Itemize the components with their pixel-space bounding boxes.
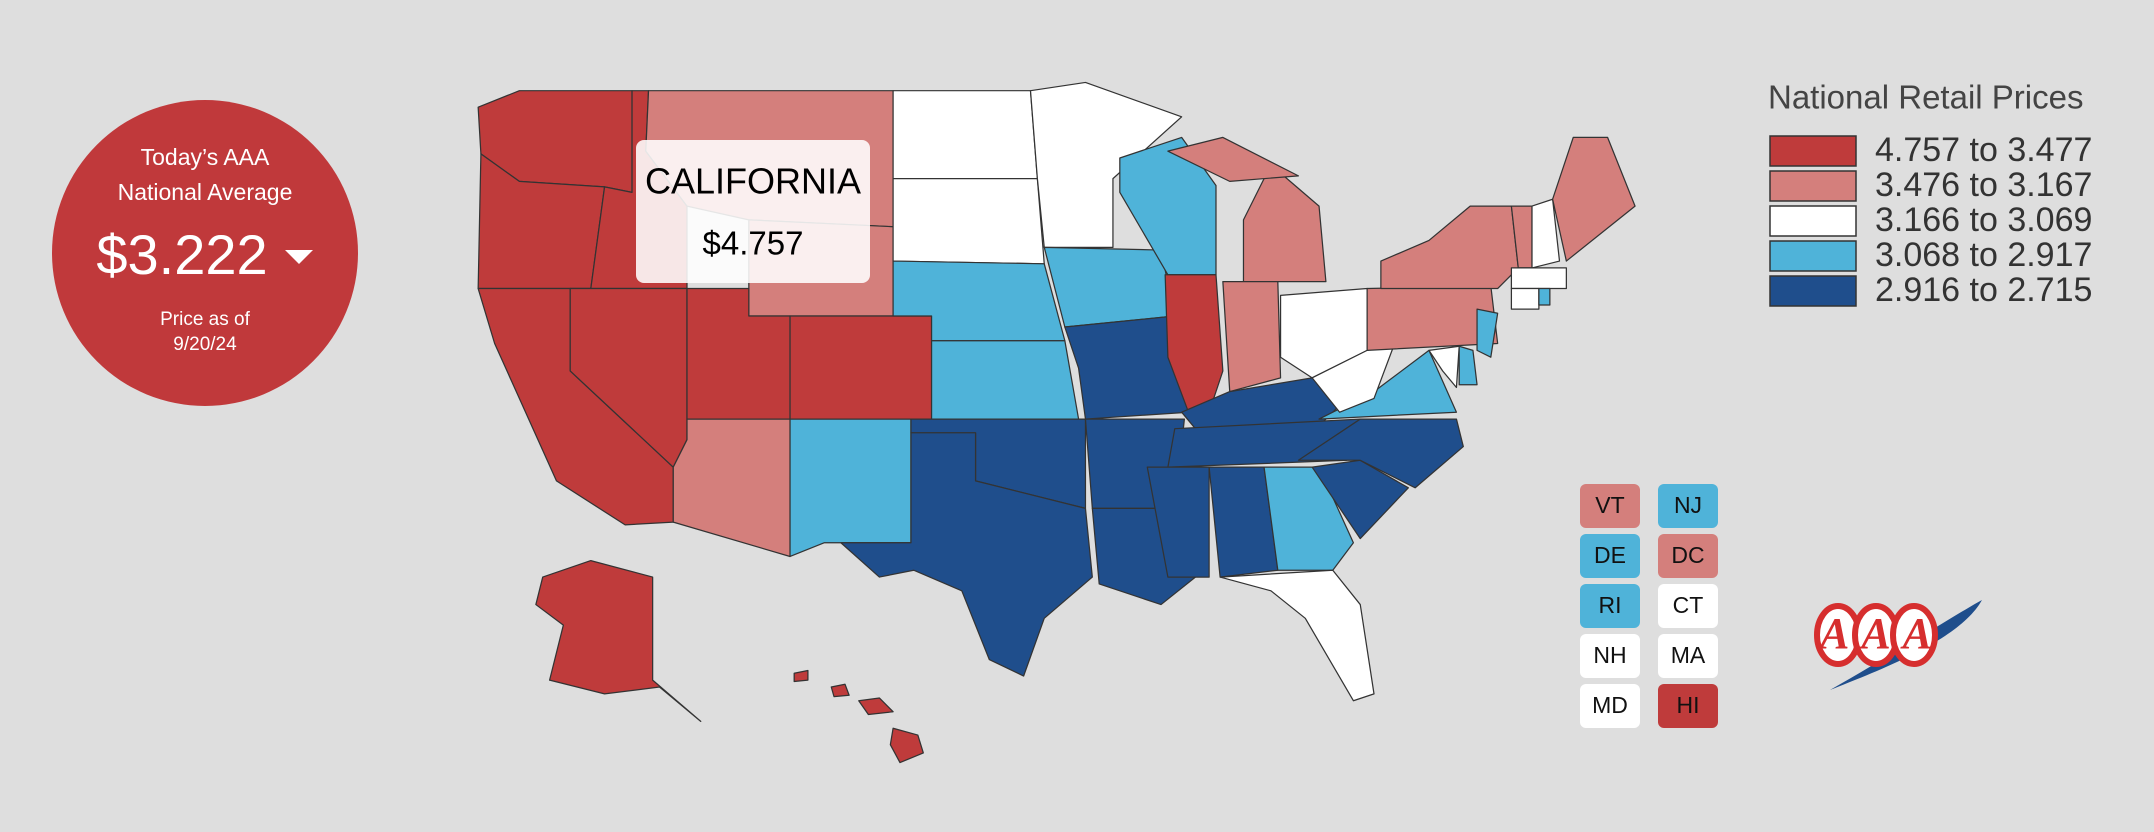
state[interactable]: [889, 727, 924, 764]
legend-title: National Retail Prices: [1768, 79, 2083, 116]
small-state-label: MA: [1671, 642, 1706, 668]
small-state-button[interactable]: [1580, 584, 1640, 628]
tooltip-price: $4.757: [703, 225, 804, 262]
state[interactable]: [1510, 267, 1567, 290]
state[interactable]: [1263, 466, 1355, 571]
state[interactable]: [1146, 466, 1210, 578]
small-state-button[interactable]: [1658, 534, 1718, 578]
state[interactable]: [1531, 198, 1561, 269]
small-state-button[interactable]: [1580, 634, 1640, 678]
small-state-label: DC: [1671, 542, 1704, 568]
average-badge: [52, 100, 358, 406]
small-state-button[interactable]: [1580, 534, 1640, 578]
state[interactable]: [1538, 287, 1551, 306]
state[interactable]: [840, 432, 1093, 677]
small-state-label: NH: [1593, 642, 1626, 668]
badge-subheading: National Average: [118, 179, 293, 205]
state[interactable]: [1510, 287, 1540, 310]
price-trend-arrow: [285, 250, 313, 264]
state[interactable]: [789, 418, 912, 558]
state[interactable]: [535, 559, 702, 722]
state[interactable]: [1167, 136, 1300, 182]
state[interactable]: [1029, 81, 1183, 248]
state[interactable]: [1476, 308, 1499, 358]
small-state-button[interactable]: [1580, 684, 1640, 728]
state[interactable]: [793, 669, 809, 683]
small-state-button[interactable]: [1658, 584, 1718, 628]
small-state-label: VT: [1595, 492, 1624, 518]
small-states: VT NJ DE DC RI CT NH MA MD HI: [1580, 484, 1718, 728]
small-state-button[interactable]: [1658, 684, 1718, 728]
legend-label: 2.916 to 2.715: [1875, 271, 2092, 309]
state[interactable]: [858, 697, 894, 716]
small-state-label: HI: [1677, 692, 1700, 718]
state[interactable]: [930, 340, 1080, 420]
small-state-button[interactable]: [1658, 634, 1718, 678]
badge-price: $3.222: [96, 223, 267, 286]
aaa-logo: AAA: [1814, 600, 1982, 690]
tooltip-state: CALIFORNIA: [645, 161, 861, 202]
state[interactable]: [1311, 459, 1409, 540]
state[interactable]: [1458, 345, 1478, 386]
legend-swatch: [1769, 135, 1857, 167]
small-state-label: NJ: [1674, 492, 1702, 518]
small-state-label: DE: [1594, 542, 1626, 568]
state[interactable]: [1311, 342, 1396, 413]
legend-label: 3.476 to 3.167: [1875, 166, 2092, 204]
small-state-button[interactable]: [1658, 484, 1718, 528]
state[interactable]: [789, 315, 933, 420]
state[interactable]: [1064, 315, 1190, 420]
state[interactable]: [1222, 281, 1282, 393]
state[interactable]: [892, 178, 1045, 265]
state[interactable]: [1428, 345, 1460, 389]
small-state-label: MD: [1592, 692, 1628, 718]
state[interactable]: [1552, 136, 1636, 262]
legend-label: 3.166 to 3.069: [1875, 201, 2092, 239]
badge-heading: Today’s AAA: [141, 144, 270, 170]
state[interactable]: [1297, 418, 1464, 489]
small-state-label: CT: [1673, 592, 1704, 618]
legend-swatch: [1769, 205, 1857, 237]
legend-swatch: [1769, 240, 1857, 272]
legend-label: 4.757 to 3.477: [1875, 131, 2092, 169]
small-state-label: RI: [1599, 592, 1622, 618]
logo-text: AAA: [1817, 609, 1932, 658]
badge-date-label: Price as of: [160, 309, 250, 330]
legend-label: 3.068 to 2.917: [1875, 236, 2092, 274]
legend-swatch: [1769, 275, 1857, 307]
state[interactable]: [830, 683, 850, 698]
legend-swatch: [1769, 170, 1857, 202]
small-state-button[interactable]: [1580, 484, 1640, 528]
state[interactable]: [892, 90, 1038, 180]
state[interactable]: [1043, 246, 1176, 328]
badge-date: 9/20/24: [173, 334, 237, 355]
state[interactable]: [1219, 569, 1375, 702]
tooltip: [636, 140, 870, 283]
